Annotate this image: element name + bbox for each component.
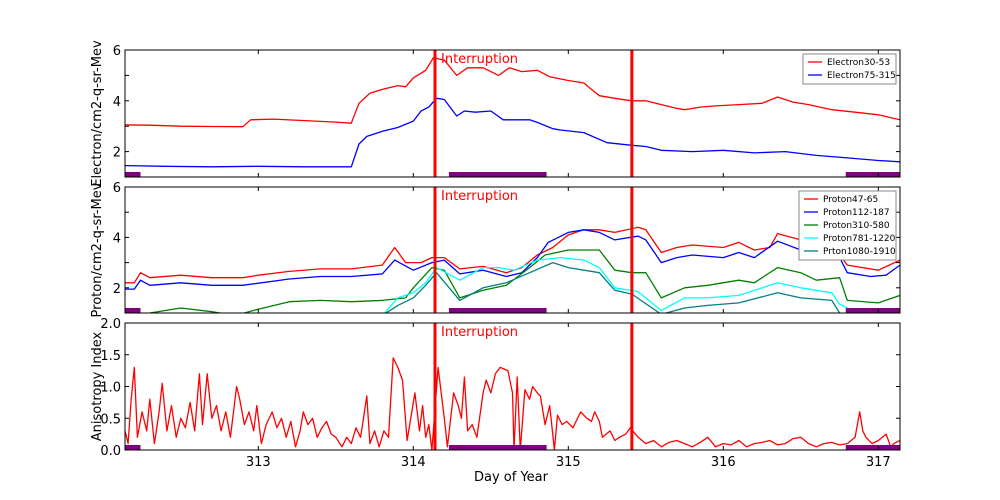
y-tick-label: 4 [113, 231, 121, 246]
y-tick-label: 1.5 [100, 349, 121, 364]
series-line-electron75-315 [125, 97, 900, 168]
legend-entry: Proton112-187 [823, 208, 890, 218]
legend-entry: Prton1080-1910 [823, 247, 896, 257]
purple-interval-bar [125, 172, 141, 177]
panel-1: Interruption 2 4 6 Electron/cm2-q-sr-Mev Elec… [90, 40, 901, 187]
y-tick-label: 6 [113, 181, 121, 196]
y-tick-label: 1.0 [100, 381, 121, 396]
interruption-label: Interruption [441, 189, 518, 204]
purple-interval-bar [845, 308, 900, 313]
interruption-label: Interruption [441, 52, 518, 67]
series-line-proton112-187 [125, 229, 900, 290]
series-line-proton310-580 [137, 249, 900, 313]
y-axis-label: Anisotropy Index [90, 331, 105, 441]
x-tick-label: 314 [401, 455, 426, 470]
panel-3: Interruption 313 314 315 316 317 0.0 0.5 1.0 1.5 2… [90, 317, 901, 470]
series-line-electron30-53 [125, 56, 900, 128]
y-tick-label: 6 [113, 44, 121, 59]
series-line-anisotropy [125, 357, 900, 450]
purple-interval-bar [845, 172, 900, 177]
legend-entry: Electron75-315 [827, 71, 896, 81]
panel-2: Interruption 2 4 6 Proton/cm2-q-sr-Mev Proton… [90, 181, 901, 317]
y-tick-label: 4 [113, 95, 121, 110]
legend-entry: Electron30-53 [827, 58, 890, 68]
series-line-prton1080-1910 [384, 261, 842, 313]
purple-interval-bar [448, 308, 547, 313]
x-tick-label: 315 [556, 455, 581, 470]
purple-interval-bar [125, 308, 141, 313]
purple-interval-bar [448, 172, 547, 177]
plot-area [125, 56, 900, 177]
legend: Proton47-65 Proton112-187 Proton310-580 Pro… [798, 190, 897, 261]
y-tick-label: 0.0 [100, 444, 121, 459]
interruption-label: Interruption [441, 325, 518, 340]
legend-box [802, 53, 897, 85]
axes-frame [124, 186, 901, 314]
plot-area [125, 357, 900, 450]
y-axis-label: Proton/cm2-q-sr-Mev [90, 182, 105, 317]
legend-entry: Proton781-1220 [823, 234, 896, 244]
y-tick-label: 2.0 [100, 317, 121, 332]
purple-interval-bar [125, 445, 141, 450]
y-axis-label: Electron/cm2-q-sr-Mev [90, 40, 105, 187]
legend-entry: Proton47-65 [823, 195, 878, 205]
x-axis-label: Day of Year [474, 470, 549, 485]
x-tick-label: 317 [866, 455, 891, 470]
legend-entry: Proton310-580 [823, 221, 890, 231]
purple-interval-bar [845, 445, 900, 450]
legend: Electron30-53 Electron75-315 [802, 53, 897, 85]
x-tick-label: 313 [246, 455, 271, 470]
x-tick-label: 316 [711, 455, 736, 470]
purple-interval-bar [448, 445, 547, 450]
y-tick-label: 2 [113, 146, 121, 161]
y-tick-label: 0.5 [100, 412, 121, 427]
series-line-proton47-65 [125, 226, 900, 284]
y-tick-label: 2 [113, 282, 121, 297]
axes-frame [124, 49, 901, 178]
